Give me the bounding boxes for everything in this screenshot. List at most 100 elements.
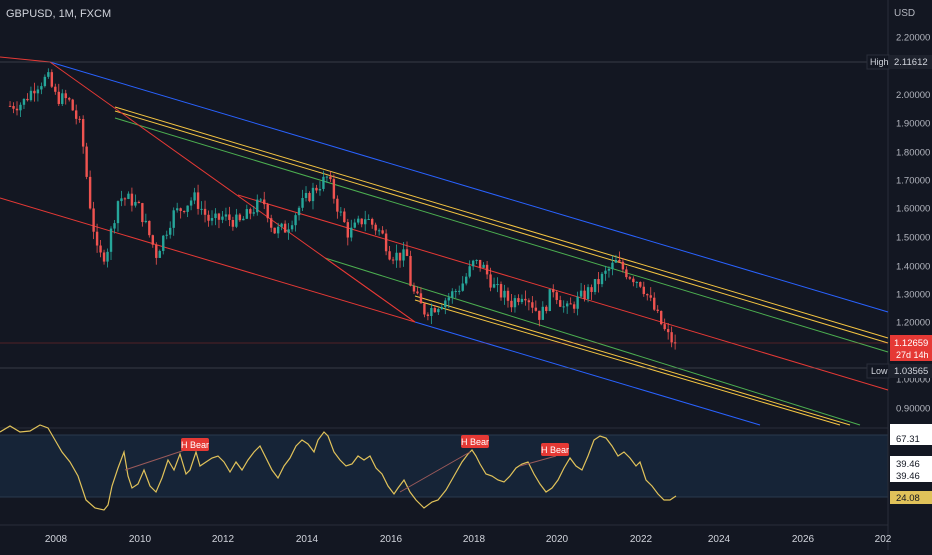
red-line-mid[interactable] — [237, 194, 889, 391]
candle-bear[interactable] — [231, 219, 235, 227]
candle-bull[interactable] — [22, 98, 26, 105]
candle-bull[interactable] — [579, 290, 583, 297]
candle-bear[interactable] — [64, 93, 67, 99]
candle-bull[interactable] — [127, 193, 130, 199]
candle-bear[interactable] — [33, 90, 36, 94]
candle-bull[interactable] — [444, 300, 447, 308]
blue-channel-lower[interactable] — [414, 321, 761, 426]
candle-bull[interactable] — [461, 283, 464, 291]
candle-bull[interactable] — [221, 216, 224, 220]
candle-bear[interactable] — [659, 310, 663, 325]
candle-bear[interactable] — [92, 208, 95, 232]
candle-bear[interactable] — [632, 278, 635, 283]
candle-bear[interactable] — [374, 224, 377, 231]
candle-bull[interactable] — [576, 296, 579, 309]
candle-bear[interactable] — [182, 210, 186, 212]
candle-bear[interactable] — [130, 193, 134, 206]
candle-bull[interactable] — [169, 227, 172, 235]
candle-bear[interactable] — [569, 303, 572, 305]
candle-bear[interactable] — [538, 310, 541, 320]
red-line-fan-2[interactable] — [324, 257, 416, 323]
candle-bear[interactable] — [419, 293, 423, 304]
candle-bull[interactable] — [357, 218, 360, 223]
candle-bull[interactable] — [235, 214, 238, 227]
candle-bear[interactable] — [656, 309, 659, 311]
candle-bear[interactable] — [398, 252, 402, 261]
candle-bull[interactable] — [301, 197, 304, 208]
candle-bull[interactable] — [562, 306, 565, 308]
candle-bull[interactable] — [193, 192, 196, 201]
candle-bull[interactable] — [172, 210, 175, 228]
candle-bull[interactable] — [162, 235, 165, 251]
candle-bear[interactable] — [412, 285, 416, 292]
candle-bear[interactable] — [663, 324, 666, 330]
candle-bear[interactable] — [283, 223, 287, 233]
yellow-channel-lower-b[interactable] — [414, 299, 841, 426]
candle-bull[interactable] — [604, 270, 607, 274]
candle-bear[interactable] — [670, 332, 673, 343]
candle-bear[interactable] — [555, 292, 558, 301]
candle-bull[interactable] — [471, 260, 475, 267]
green-channel-upper[interactable] — [114, 117, 889, 353]
candle-bear[interactable] — [485, 264, 489, 275]
candle-bear[interactable] — [12, 106, 15, 109]
candle-bear[interactable] — [50, 72, 54, 87]
candle-bear[interactable] — [559, 300, 562, 307]
candle-bull[interactable] — [350, 227, 353, 238]
candle-bull[interactable] — [175, 208, 179, 211]
candle-bull[interactable] — [210, 218, 214, 221]
candle-bull[interactable] — [402, 249, 405, 261]
candle-bull[interactable] — [395, 252, 398, 261]
candle-bull[interactable] — [43, 76, 47, 87]
candle-bull[interactable] — [165, 234, 168, 236]
candle-bear[interactable] — [207, 214, 210, 221]
candle-bull[interactable] — [353, 222, 356, 228]
candle-bull[interactable] — [290, 225, 294, 230]
candle-bull[interactable] — [635, 282, 639, 284]
candle-bear[interactable] — [329, 176, 332, 180]
candle-bear[interactable] — [148, 220, 151, 236]
candle-bull[interactable] — [614, 259, 618, 263]
candle-bear[interactable] — [433, 308, 437, 313]
candle-bull[interactable] — [520, 298, 524, 303]
candle-bear[interactable] — [673, 342, 677, 344]
candle-bear[interactable] — [346, 222, 350, 238]
candle-bull[interactable] — [586, 287, 590, 299]
candle-bear[interactable] — [625, 269, 628, 278]
candle-bear[interactable] — [217, 213, 221, 220]
candle-bear[interactable] — [384, 233, 388, 252]
candle-bull[interactable] — [447, 297, 450, 301]
candle-bull[interactable] — [458, 290, 461, 292]
h-bear-label-2[interactable]: H Bear — [461, 435, 489, 448]
yellow-channel-lower-a[interactable] — [414, 295, 851, 426]
candle-bear[interactable] — [478, 259, 482, 268]
candle-bear[interactable] — [57, 91, 60, 104]
candle-bull[interactable] — [158, 250, 161, 258]
candle-bull[interactable] — [304, 193, 308, 198]
candle-bear[interactable] — [597, 279, 600, 285]
candle-bull[interactable] — [325, 176, 329, 178]
candle-bear[interactable] — [370, 218, 374, 225]
candle-bull[interactable] — [513, 298, 517, 308]
trend-lines[interactable] — [0, 56, 889, 426]
candle-bear[interactable] — [653, 297, 656, 310]
candle-bear[interactable] — [666, 329, 670, 333]
candle-bear[interactable] — [642, 286, 645, 295]
candle-bear[interactable] — [99, 245, 102, 253]
candle-bear[interactable] — [552, 289, 555, 293]
candle-bull[interactable] — [256, 199, 259, 213]
candle-bear[interactable] — [85, 146, 88, 177]
candle-bear[interactable] — [639, 282, 642, 287]
candle-bull[interactable] — [367, 218, 370, 220]
candle-bull[interactable] — [276, 226, 280, 234]
candle-bull[interactable] — [322, 176, 325, 189]
candle-bull[interactable] — [430, 308, 433, 316]
candle-bear[interactable] — [137, 201, 141, 204]
candle-bull[interactable] — [600, 273, 604, 285]
candle-bull[interactable] — [541, 306, 545, 320]
candle-bull[interactable] — [252, 212, 255, 214]
yellow-channel-upper-a[interactable] — [114, 106, 889, 339]
candle-bear[interactable] — [266, 204, 269, 219]
candle-bear[interactable] — [308, 193, 311, 202]
candle-bear[interactable] — [524, 298, 527, 301]
